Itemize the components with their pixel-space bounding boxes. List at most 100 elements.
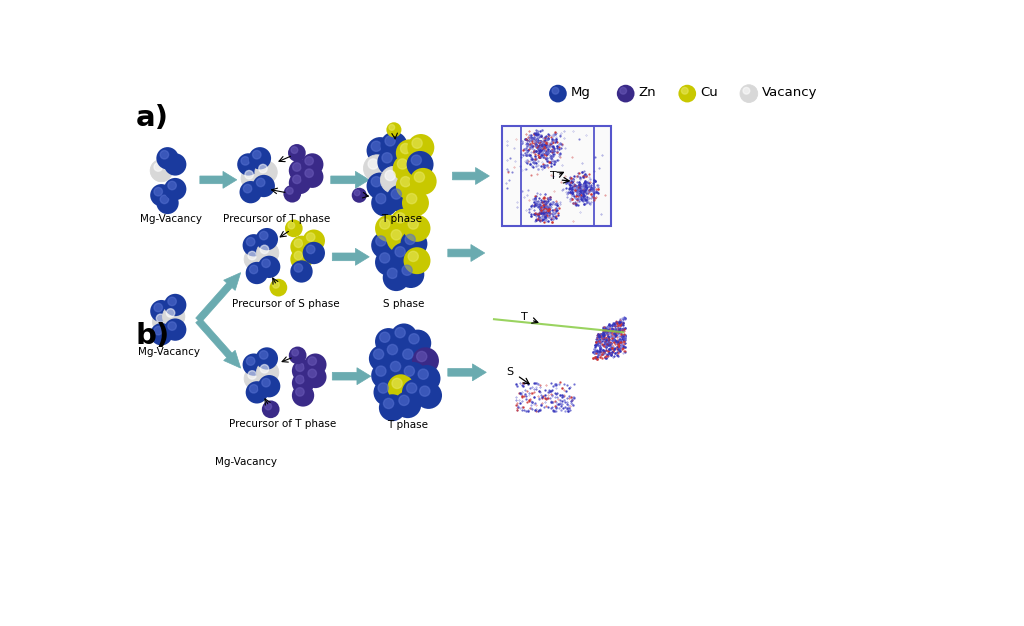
Text: S phase: S phase — [383, 299, 425, 309]
FancyArrow shape — [453, 168, 489, 185]
Circle shape — [403, 247, 430, 274]
Circle shape — [291, 248, 312, 270]
Circle shape — [256, 228, 278, 250]
Circle shape — [418, 369, 428, 379]
Text: Mg-Vacancy: Mg-Vacancy — [138, 347, 200, 357]
Circle shape — [287, 188, 293, 194]
Circle shape — [396, 140, 423, 167]
Circle shape — [157, 147, 178, 170]
Circle shape — [154, 163, 163, 172]
Circle shape — [250, 384, 258, 393]
FancyArrow shape — [200, 172, 237, 188]
Circle shape — [292, 384, 314, 407]
Circle shape — [260, 364, 268, 373]
Circle shape — [272, 282, 280, 288]
Circle shape — [291, 146, 298, 153]
Circle shape — [259, 351, 268, 359]
Circle shape — [245, 170, 253, 179]
Circle shape — [375, 328, 402, 355]
Circle shape — [402, 190, 429, 217]
Circle shape — [244, 184, 252, 193]
Circle shape — [259, 232, 268, 240]
Circle shape — [296, 387, 304, 396]
Circle shape — [387, 268, 397, 279]
Text: Precursor of T phase: Precursor of T phase — [223, 213, 331, 223]
Circle shape — [378, 148, 404, 176]
Circle shape — [238, 153, 259, 176]
Circle shape — [409, 334, 419, 344]
Circle shape — [408, 134, 434, 161]
Circle shape — [285, 220, 303, 237]
Circle shape — [371, 362, 398, 389]
Circle shape — [376, 193, 386, 203]
Circle shape — [407, 383, 417, 393]
Circle shape — [415, 172, 425, 182]
Circle shape — [164, 153, 186, 176]
Circle shape — [400, 230, 427, 257]
Circle shape — [157, 192, 178, 214]
Circle shape — [374, 349, 384, 359]
Circle shape — [740, 85, 758, 103]
Circle shape — [293, 163, 301, 172]
Circle shape — [291, 235, 312, 258]
Circle shape — [151, 300, 172, 322]
Circle shape — [351, 188, 367, 203]
Circle shape — [549, 85, 566, 103]
Circle shape — [383, 341, 410, 367]
Circle shape — [154, 304, 163, 312]
Circle shape — [164, 294, 186, 316]
Circle shape — [402, 349, 413, 359]
Circle shape — [393, 155, 420, 182]
Text: Mg: Mg — [571, 86, 591, 100]
Circle shape — [552, 88, 559, 94]
Text: T: T — [521, 312, 528, 322]
Circle shape — [390, 208, 418, 235]
Text: Vacancy: Vacancy — [762, 86, 817, 100]
Circle shape — [160, 195, 169, 203]
Circle shape — [391, 189, 401, 199]
Circle shape — [293, 175, 301, 183]
Circle shape — [371, 177, 381, 187]
Circle shape — [390, 361, 400, 372]
Circle shape — [414, 365, 440, 392]
Circle shape — [164, 178, 186, 200]
Circle shape — [412, 347, 439, 374]
Text: S: S — [506, 367, 513, 377]
Circle shape — [240, 181, 262, 203]
Circle shape — [679, 85, 696, 103]
Circle shape — [249, 147, 271, 170]
Circle shape — [681, 88, 688, 94]
Circle shape — [399, 362, 427, 389]
Circle shape — [417, 351, 427, 362]
Circle shape — [284, 185, 301, 203]
Circle shape — [288, 222, 295, 229]
Circle shape — [375, 215, 402, 242]
Circle shape — [380, 219, 390, 229]
Text: T phase: T phase — [387, 420, 428, 430]
Bar — [502, 126, 611, 226]
Circle shape — [371, 141, 381, 151]
Circle shape — [380, 253, 390, 263]
Circle shape — [151, 323, 172, 346]
Circle shape — [364, 155, 390, 182]
Circle shape — [168, 156, 176, 165]
Circle shape — [409, 251, 419, 262]
Circle shape — [262, 401, 280, 418]
Circle shape — [409, 219, 419, 229]
Circle shape — [400, 177, 411, 187]
Circle shape — [381, 131, 408, 158]
Circle shape — [248, 251, 256, 260]
Circle shape — [389, 125, 394, 130]
Circle shape — [288, 144, 306, 162]
Circle shape — [376, 366, 386, 376]
Circle shape — [415, 382, 442, 409]
Circle shape — [258, 375, 281, 398]
Circle shape — [404, 330, 431, 357]
Circle shape — [387, 374, 415, 401]
Circle shape — [387, 185, 414, 212]
Circle shape — [256, 242, 279, 264]
FancyArrow shape — [333, 367, 371, 384]
Circle shape — [394, 391, 421, 418]
Circle shape — [294, 239, 303, 247]
Circle shape — [420, 386, 430, 396]
